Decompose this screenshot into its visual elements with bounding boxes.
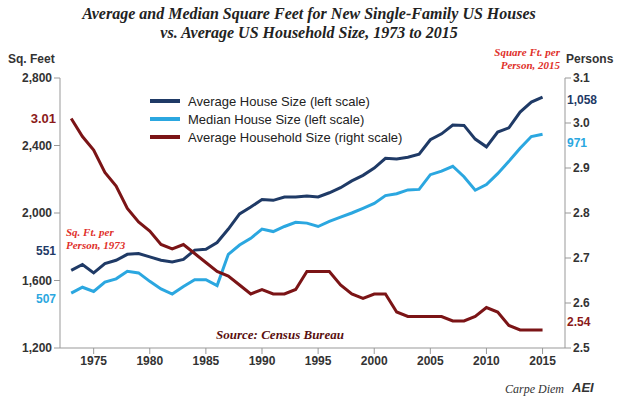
html-text:Average House Size (left scale: Average House Size (left scale) <box>188 93 370 109</box>
svg-text:2.6: 2.6 <box>573 296 590 310</box>
svg-text:1990: 1990 <box>249 354 276 368</box>
svg-text:2,800: 2,800 <box>22 71 52 85</box>
svg-text:1,600: 1,600 <box>22 274 52 288</box>
svg-text:3.0: 3.0 <box>573 116 590 130</box>
svg-text:1985: 1985 <box>193 354 220 368</box>
svg-text:1975: 1975 <box>80 354 107 368</box>
svg-text:2015: 2015 <box>529 354 556 368</box>
html-text:2.54: 2.54 <box>567 315 591 329</box>
html-text:AEI: AEI <box>572 380 594 395</box>
svg-text:1980: 1980 <box>136 354 163 368</box>
html-text:Source: Census Bureau: Source: Census Bureau <box>216 327 344 342</box>
svg-text:2000: 2000 <box>361 354 388 368</box>
html-text:551: 551 <box>36 244 56 258</box>
svg-text:1,200: 1,200 <box>22 341 52 355</box>
html-text:Average Household Size (right: Average Household Size (right scale) <box>188 129 403 145</box>
html-text:Sq. Feet: Sq. Feet <box>8 52 55 66</box>
svg-text:2.8: 2.8 <box>573 206 590 220</box>
svg-text:2.7: 2.7 <box>573 251 590 265</box>
svg-text:2.9: 2.9 <box>573 161 590 175</box>
html-text:Sq. Ft. per Person, 1973: Sq. Ft. per Person, 1973 <box>66 226 126 251</box>
svg-text:3.1: 3.1 <box>573 71 590 85</box>
html-text:Square Ft. per Person, 2015: Square Ft. per Person, 2015 <box>494 46 560 71</box>
svg-text:2,400: 2,400 <box>22 139 52 153</box>
html-text:1,058: 1,058 <box>567 93 597 107</box>
svg-text:2005: 2005 <box>417 354 444 368</box>
html-text:507: 507 <box>36 292 56 306</box>
svg-text:2,000: 2,000 <box>22 206 52 220</box>
svg-text:2010: 2010 <box>473 354 500 368</box>
svg-text:2.5: 2.5 <box>573 341 590 355</box>
html-text:Average and Median Square Feet: Average and Median Square Feet for New S… <box>82 5 536 41</box>
svg-text:1995: 1995 <box>305 354 332 368</box>
html-text:Carpe Diem: Carpe Diem <box>505 382 564 396</box>
html-text:3.01: 3.01 <box>30 111 56 126</box>
html-text:Median House Size (left scale): Median House Size (left scale) <box>188 111 365 127</box>
html-text:Persons: Persons <box>566 52 614 66</box>
html-text:971: 971 <box>567 136 587 150</box>
